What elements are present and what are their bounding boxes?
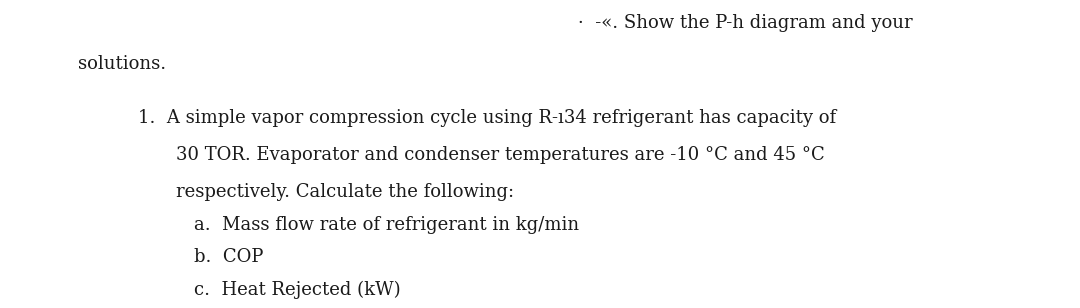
- Text: b.  COP: b. COP: [194, 248, 264, 266]
- Text: solutions.: solutions.: [78, 55, 166, 73]
- Text: 1.  A simple vapor compression cycle using R-ı34 refrigerant has capacity of: 1. A simple vapor compression cycle usin…: [138, 109, 836, 127]
- Text: respectively. Calculate the following:: respectively. Calculate the following:: [176, 183, 514, 201]
- Text: 30 TOR. Evaporator and condenser temperatures are -10 °C and 45 °C: 30 TOR. Evaporator and condenser tempera…: [176, 146, 825, 164]
- Text: ·  -«. Show the P-h diagram and your: · -«. Show the P-h diagram and your: [578, 14, 913, 32]
- Text: c.  Heat Rejected (kW): c. Heat Rejected (kW): [194, 280, 401, 298]
- Text: a.  Mass flow rate of refrigerant in kg/min: a. Mass flow rate of refrigerant in kg/m…: [194, 216, 580, 233]
